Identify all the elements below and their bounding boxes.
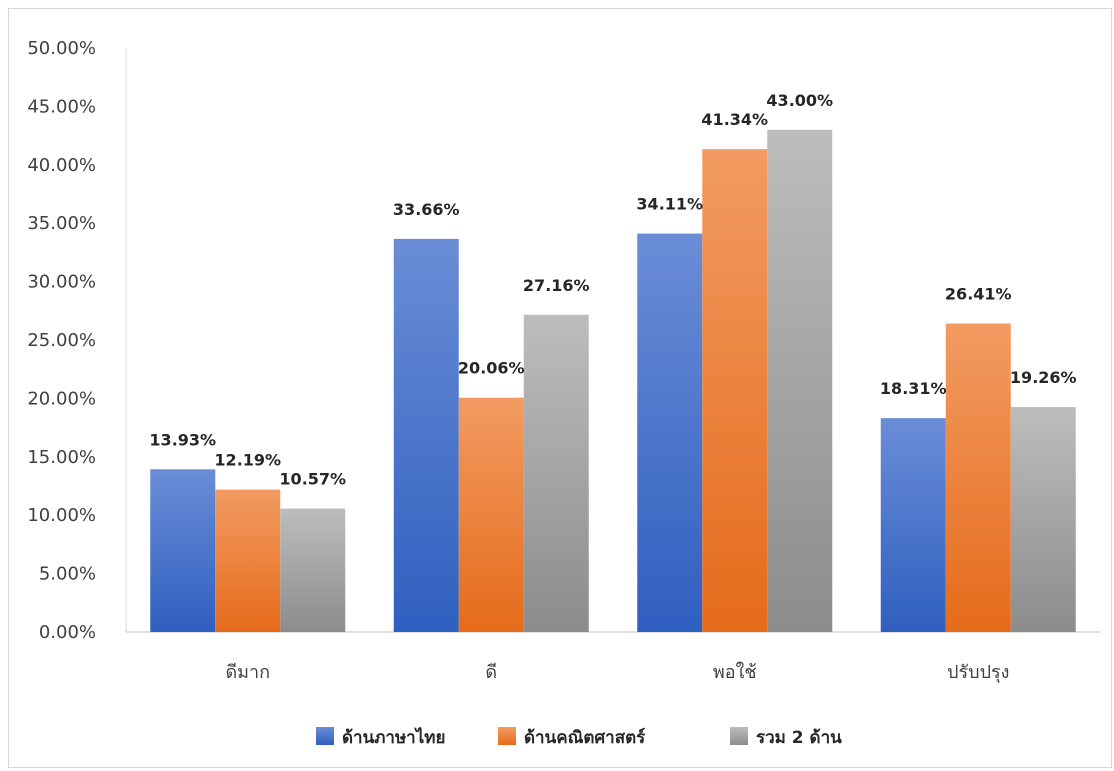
x-tick-label: ปรับปรุง	[947, 662, 1009, 683]
data-label: 41.34%	[701, 110, 768, 129]
legend-swatch	[498, 727, 516, 745]
bar	[280, 508, 346, 632]
data-label: 26.41%	[945, 285, 1012, 304]
y-tick-label: 40.00%	[27, 155, 96, 176]
data-label: 34.11%	[636, 195, 703, 214]
bar	[767, 129, 833, 632]
y-tick-label: 35.00%	[27, 213, 96, 234]
data-labels: 13.93% 12.19%10.57% 33.66% 20.06% 27.16% 34.1…	[149, 91, 1076, 489]
bar	[393, 238, 459, 632]
data-label: 19.26%	[1010, 368, 1077, 387]
legend-label: ด้านภาษาไทย	[342, 727, 445, 748]
data-label: 18.31%	[880, 379, 947, 398]
y-tick-label: 25.00%	[27, 330, 96, 351]
data-label: 12.19%	[214, 451, 281, 470]
data-label: 20.06%	[458, 359, 525, 378]
y-tick-label: 20.00%	[27, 388, 96, 409]
legend: ด้านภาษาไทย ด้านคณิตศาสตร์ รวม 2 ด้าน	[316, 727, 842, 748]
x-tick-label: พอใช้	[713, 661, 757, 683]
bar	[523, 314, 589, 632]
bar	[945, 323, 1011, 632]
y-tick-label: 10.00%	[27, 505, 96, 526]
bar	[702, 149, 768, 632]
y-tick-label: 5.00%	[39, 564, 96, 585]
data-label: 27.16%	[523, 276, 590, 295]
x-tick-label: ดี	[485, 662, 497, 683]
bar	[1010, 407, 1076, 632]
bar	[215, 489, 281, 632]
data-label: 10.57%	[279, 470, 346, 489]
y-tick-label: 0.00%	[39, 622, 96, 643]
y-axis-ticks: 0.00% 5.00% 10.00% 15.00% 20.00% 25.00% 30.00%…	[27, 38, 96, 643]
y-tick-label: 45.00%	[27, 96, 96, 117]
x-axis-labels: ดีมาก ดี พอใช้ ปรับปรุง	[225, 661, 1009, 683]
bars	[150, 129, 1076, 632]
data-label: 43.00%	[766, 91, 833, 110]
y-tick-label: 30.00%	[27, 272, 96, 293]
y-tick-label: 50.00%	[27, 38, 96, 59]
legend-swatch	[316, 727, 334, 745]
chart-frame	[8, 8, 1112, 768]
bar	[458, 397, 524, 632]
y-tick-label: 15.00%	[27, 447, 96, 468]
bar	[637, 233, 703, 632]
legend-label: รวม 2 ด้าน	[756, 728, 842, 748]
legend-swatch	[730, 727, 748, 745]
legend-label: ด้านคณิตศาสตร์	[524, 727, 646, 748]
x-tick-label: ดีมาก	[225, 662, 270, 683]
data-label: 33.66%	[393, 200, 460, 219]
bar	[880, 418, 946, 632]
bar	[150, 469, 216, 632]
data-label: 13.93%	[149, 430, 216, 449]
